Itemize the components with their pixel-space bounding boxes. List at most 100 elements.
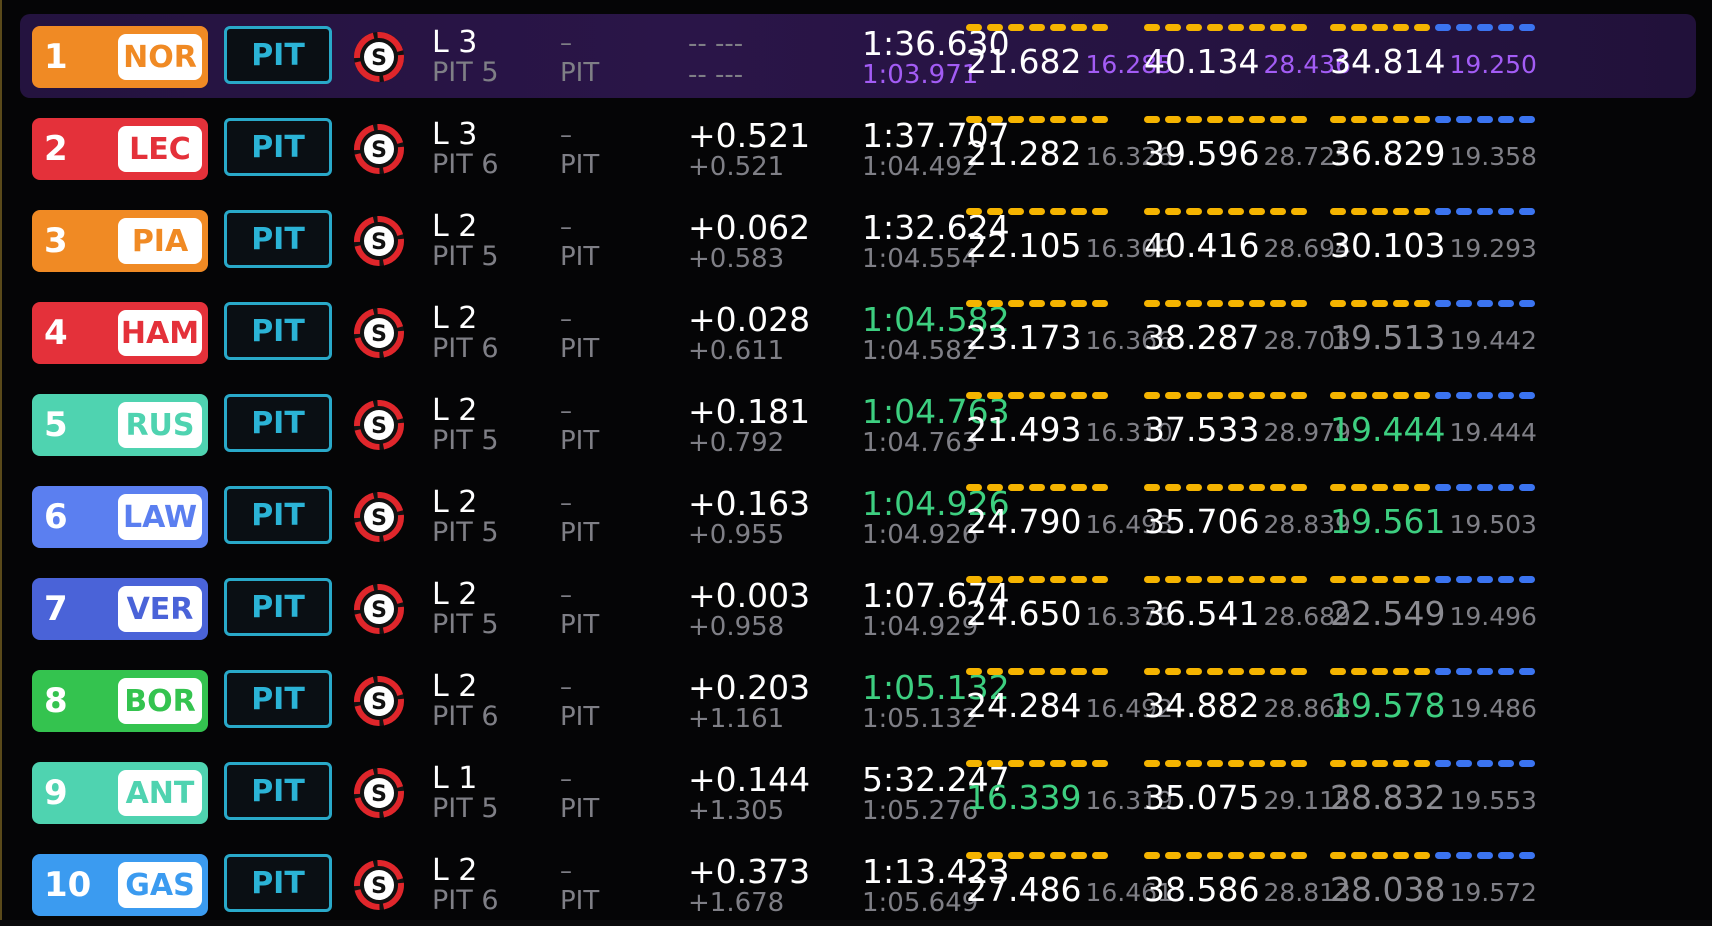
minisector-bar xyxy=(1249,668,1265,675)
pit-button[interactable]: PIT xyxy=(224,118,332,176)
minisector-bars xyxy=(1330,116,1537,126)
timing-row[interactable]: 10 GAS PIT S L 2 PIT 6– PIT +0.373 +1.678 1:13.42… xyxy=(20,842,1696,926)
driver-code: LAW xyxy=(118,494,202,540)
timing-row[interactable]: 7 VER PIT S L 2 PIT 5– PIT +0.003 +0.958 1:07.674… xyxy=(20,566,1696,650)
timing-row[interactable]: 6 LAW PIT S L 2 PIT 5– PIT +0.163 +0.955 1:04.926… xyxy=(20,474,1696,558)
minisector-bars xyxy=(1330,24,1537,34)
pit-button[interactable]: PIT xyxy=(224,578,332,636)
sector-1: 24.650 16.370 xyxy=(966,576,1173,633)
minisector-bar xyxy=(1435,116,1451,123)
pit-button[interactable]: PIT xyxy=(224,26,332,84)
minisector-bar xyxy=(966,300,982,307)
minisector-bar xyxy=(1249,852,1265,859)
minisector-bar xyxy=(1050,392,1066,399)
minisector-bar xyxy=(1456,576,1472,583)
sector-2: 35.706 28.839 xyxy=(1144,484,1351,541)
timing-row[interactable]: 1 NOR PIT S L 3 PIT 5– PIT -- --- -- --- 1:36.630… xyxy=(20,14,1696,98)
timing-row[interactable]: 4 HAM PIT S L 2 PIT 6– PIT +0.028 +0.611 1:04.582… xyxy=(20,290,1696,374)
position-number: 2 xyxy=(44,129,68,169)
position-badge: 10 GAS xyxy=(32,854,208,916)
minisector-bar xyxy=(1092,392,1108,399)
lap-number: L 1 xyxy=(432,761,478,796)
sector-time: 34.814 xyxy=(1330,42,1446,81)
gap-to-leader: +0.583 xyxy=(688,244,785,274)
pit-button[interactable]: PIT xyxy=(224,854,332,912)
minisector-bar xyxy=(1270,392,1286,399)
minisector-bar xyxy=(1270,668,1286,675)
minisector-bar xyxy=(1477,576,1493,583)
sector-time: 34.882 xyxy=(1144,686,1260,725)
minisector-bar xyxy=(1207,484,1223,491)
pit-status: – PIT xyxy=(560,764,599,824)
minisector-bar xyxy=(1456,484,1472,491)
pit-button[interactable]: PIT xyxy=(224,762,332,820)
sector-time: 22.549 xyxy=(1330,594,1446,633)
gap-info: -- --- -- --- xyxy=(688,28,743,90)
sector-values: 19.513 19.442 xyxy=(1330,318,1537,357)
pit-button[interactable]: PIT xyxy=(224,302,332,360)
minisector-bar xyxy=(1207,116,1223,123)
sector-3: 28.038 19.572 xyxy=(1330,852,1537,909)
minisector-bar xyxy=(1393,116,1409,123)
minisector-bar xyxy=(1249,392,1265,399)
gap-to-leader: +0.958 xyxy=(688,612,785,642)
lap-number: L 2 xyxy=(432,301,478,336)
minisector-bar xyxy=(1029,300,1045,307)
minisector-bar xyxy=(1372,484,1388,491)
pit-label: PIT xyxy=(560,886,600,916)
minisector-bar xyxy=(1228,116,1244,123)
minisector-bars xyxy=(966,852,1173,862)
last-lap-time: 1:04.582 xyxy=(862,300,1010,339)
minisector-bar xyxy=(1249,24,1265,31)
sector-values: 35.075 29.115 xyxy=(1144,778,1351,817)
sector-values: 24.790 16.493 xyxy=(966,502,1173,541)
lap-number: L 2 xyxy=(432,577,478,612)
position-number: 6 xyxy=(44,497,68,537)
gap-info: +0.521 +0.521 xyxy=(688,119,810,182)
timing-row[interactable]: 5 RUS PIT S L 2 PIT 5– PIT +0.181 +0.792 1:04.763… xyxy=(20,382,1696,466)
minisector-bar xyxy=(1029,484,1045,491)
sector-2: 34.882 28.868 xyxy=(1144,668,1351,725)
last-lap-time: 1:36.630 xyxy=(862,24,1010,63)
sector-time: 21.282 xyxy=(966,134,1082,173)
minisector-bar xyxy=(987,484,1003,491)
minisector-bar xyxy=(1008,208,1024,215)
gap-info: +0.203 +1.161 xyxy=(688,671,810,734)
sector-time: 36.829 xyxy=(1330,134,1446,173)
pit-button[interactable]: PIT xyxy=(224,486,332,544)
minisector-bar xyxy=(1228,852,1244,859)
pit-label: PIT xyxy=(560,334,600,364)
pit-button[interactable]: PIT xyxy=(224,670,332,728)
minisector-bar xyxy=(1228,392,1244,399)
minisector-bar xyxy=(1029,24,1045,31)
minisector-bar xyxy=(1071,668,1087,675)
minisector-bars xyxy=(1144,576,1351,586)
sector-time: 38.287 xyxy=(1144,318,1260,357)
timing-row[interactable]: 8 BOR PIT S L 2 PIT 6– PIT +0.203 +1.161 1:05.132… xyxy=(20,658,1696,742)
sector-values: 19.444 19.444 xyxy=(1330,410,1537,449)
pit-button[interactable]: PIT xyxy=(224,394,332,452)
pit-button[interactable]: PIT xyxy=(224,210,332,268)
sector-values: 24.650 16.370 xyxy=(966,594,1173,633)
pit-label: PIT xyxy=(560,794,600,824)
sector-values: 34.814 19.250 xyxy=(1330,42,1537,81)
minisector-bar xyxy=(1228,668,1244,675)
minisector-bar xyxy=(1456,392,1472,399)
timing-row[interactable]: 2 LEC PIT S L 3 PIT 6– PIT +0.521 +0.521 1:37.707… xyxy=(20,106,1696,190)
timing-row[interactable]: 9 ANT PIT S L 1 PIT 5– PIT +0.144 +1.305 5:32.247… xyxy=(20,750,1696,834)
pit-label: PIT xyxy=(560,150,600,180)
minisector-bar xyxy=(1008,760,1024,767)
pit-count: PIT 6 xyxy=(432,885,499,916)
minisector-bar xyxy=(1071,576,1087,583)
minisector-bar xyxy=(1249,300,1265,307)
pit-dash: – xyxy=(560,305,572,333)
tyre-compound-label: S xyxy=(371,598,387,623)
minisector-bar xyxy=(1456,300,1472,307)
minisector-bar xyxy=(966,668,982,675)
minisector-bar xyxy=(1165,576,1181,583)
timing-row[interactable]: 3 PIA PIT S L 2 PIT 5– PIT +0.062 +0.583 1:32.624… xyxy=(20,198,1696,282)
sector-best: 16.493 xyxy=(1085,510,1173,539)
driver-code: LEC xyxy=(118,126,202,172)
minisector-bar xyxy=(1092,852,1108,859)
minisector-bars xyxy=(966,760,1173,770)
